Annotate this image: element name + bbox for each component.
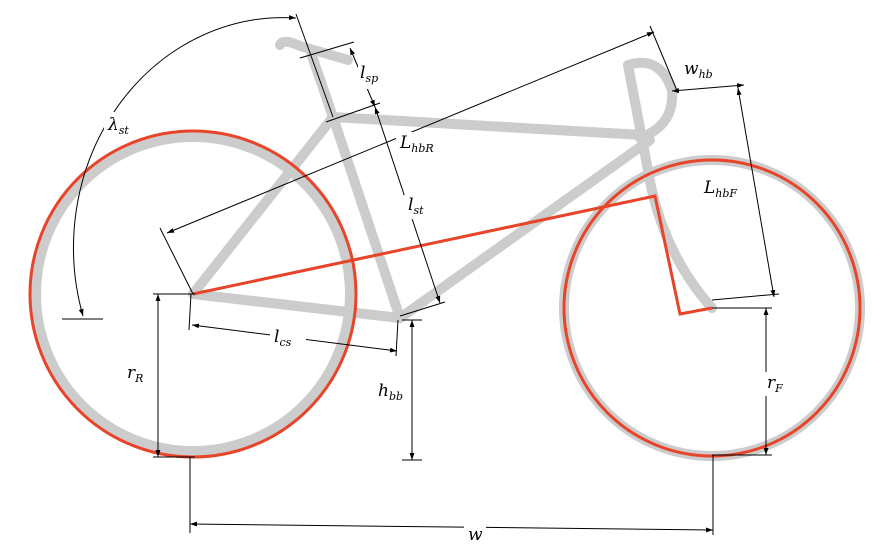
bicycle-frame — [31, 36, 865, 461]
label-l-cs: lcs — [274, 327, 292, 349]
label-L-hbR: LhbR — [399, 133, 434, 155]
frame-model-line — [192, 194, 713, 316]
label-L-hbF: LhbF — [703, 178, 737, 200]
down-tube — [395, 135, 655, 323]
label-r-R: rR — [127, 363, 143, 385]
label-w: w — [468, 525, 483, 545]
label-l-sp: lsp — [360, 63, 378, 85]
label-l-st: lst — [408, 195, 424, 217]
label-lambda-st: λst — [107, 115, 129, 137]
L-hbF-dimension — [736, 87, 776, 298]
chainstay-tube — [188, 289, 405, 323]
lambda-st-arc — [73, 15, 297, 317]
w-dimension — [189, 521, 714, 533]
label-r-F: rF — [767, 373, 783, 395]
seat-tube — [328, 112, 405, 323]
labels: λst lsp whb LhbR LhbF lst lcs rR — [104, 59, 794, 546]
label-w-hb: whb — [684, 59, 713, 81]
label-h-bb: hbb — [378, 381, 403, 403]
w-hb-dimension — [671, 83, 745, 93]
front-wheel-model — [562, 158, 862, 458]
